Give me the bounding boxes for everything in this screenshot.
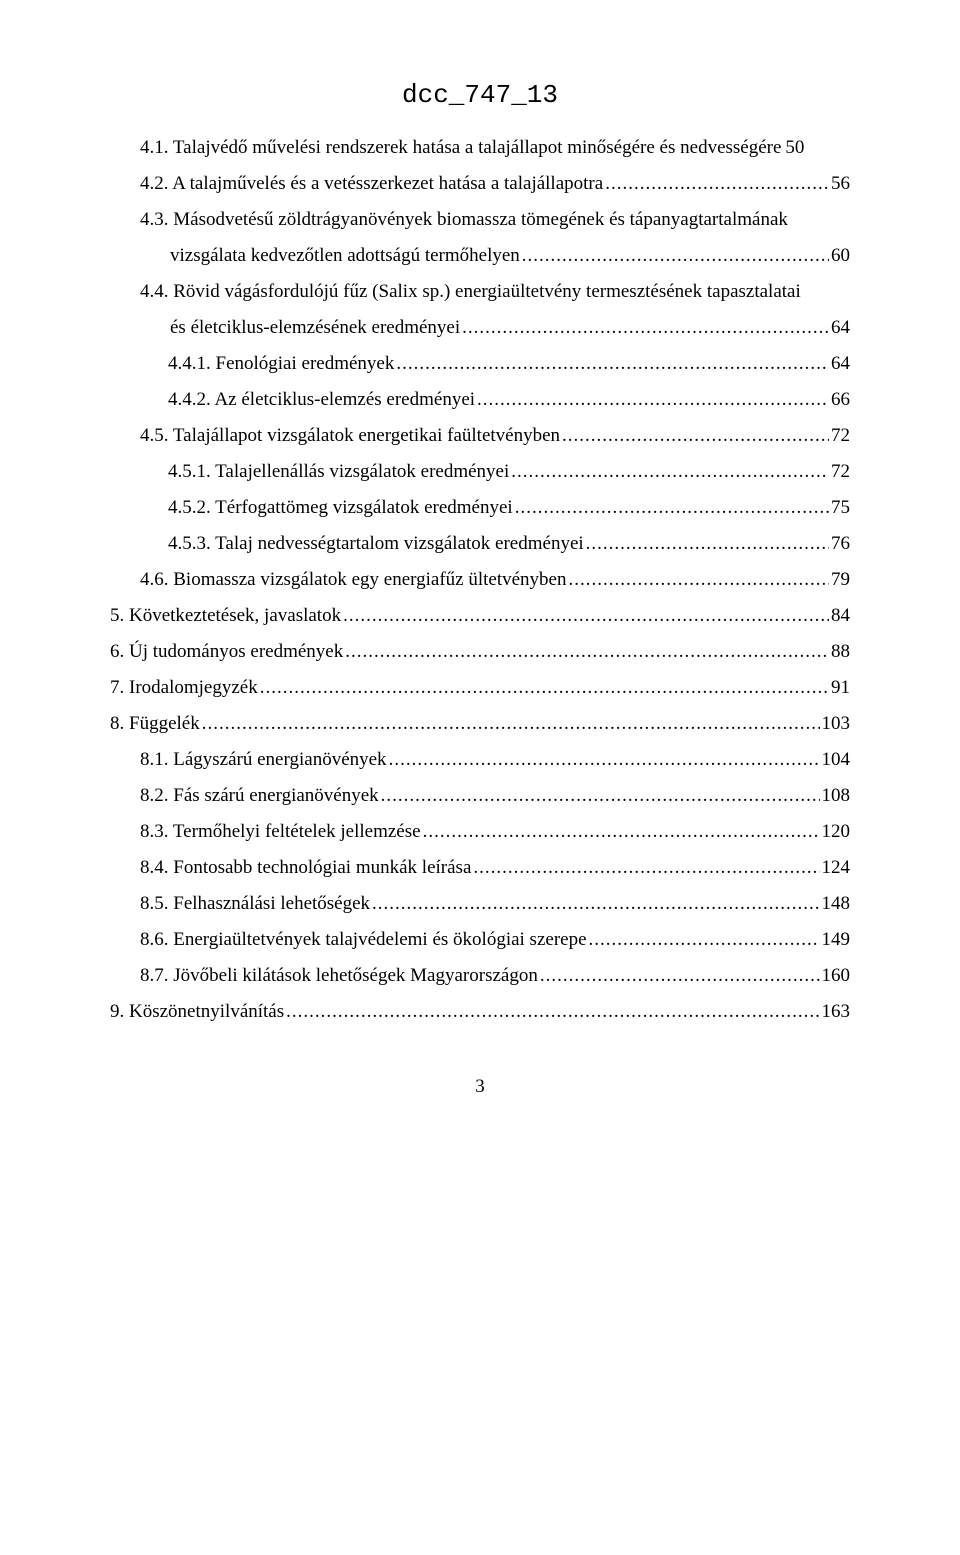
toc-leader-dots: [389, 750, 820, 769]
toc-entry: 8. Függelék 103: [110, 714, 850, 733]
toc-entry: 4.4.2. Az életciklus-elemzés eredményei 6…: [110, 390, 850, 409]
toc-entry-page: 103: [822, 714, 851, 733]
toc-entry: 8.4. Fontosabb technológiai munkák leírá…: [110, 858, 850, 877]
toc-entry-text: 7. Irodalomjegyzék: [110, 678, 258, 697]
toc-entry: 4.4.1. Fenológiai eredmények 64: [110, 354, 850, 373]
toc-leader-dots: [586, 534, 829, 553]
toc-entry-text: és életciklus-elemzésének eredményei: [170, 318, 460, 337]
toc-entry-text: 4.5. Talajállapot vizsgálatok energetika…: [140, 426, 560, 445]
toc-entry-text: vizsgálata kedvezőtlen adottságú termőhe…: [170, 246, 520, 265]
toc-entry-page: 148: [822, 894, 851, 913]
toc-leader-dots: [260, 678, 829, 697]
document-header-code: dcc_747_13: [110, 80, 850, 110]
toc-leader-dots: [515, 498, 829, 517]
toc-leader-dots: [473, 858, 819, 877]
toc-entry-page: 66: [831, 390, 850, 409]
toc-leader-dots: [372, 894, 819, 913]
toc-entry: 8.6. Energiaültetvények talajvédelemi és…: [110, 930, 850, 949]
toc-entry-page: 108: [822, 786, 851, 805]
toc-entry-text: 4.4.1. Fenológiai eredmények: [168, 354, 394, 373]
toc-entry-text: 4.4.2. Az életciklus-elemzés eredményei: [168, 390, 475, 409]
toc-entry: 4.5.3. Talaj nedvességtartalom vizsgálat…: [110, 534, 850, 553]
toc-leader-dots: [589, 930, 820, 949]
toc-entry: 4.5.2. Térfogattömeg vizsgálatok eredmén…: [110, 498, 850, 517]
toc-entry: 8.7. Jövőbeli kilátások lehetőségek Magy…: [110, 966, 850, 985]
toc-leader-dots: [605, 174, 829, 193]
toc-entry-text: 4.4. Rövid vágásfordulójú fűz (Salix sp.…: [140, 282, 850, 301]
toc-leader-dots: [511, 462, 829, 481]
toc-entry-page: 104: [822, 750, 851, 769]
toc-leader-dots: [522, 246, 829, 265]
toc-entry: 8.5. Felhasználási lehetőségek 148: [110, 894, 850, 913]
toc-entry-page: 163: [822, 1002, 851, 1021]
toc-leader-dots: [381, 786, 820, 805]
page-number: 3: [110, 1076, 850, 1098]
toc-leader-dots: [540, 966, 820, 985]
toc-entry: 8.3. Termőhelyi feltételek jellemzése 120: [110, 822, 850, 841]
toc-entry-page: 72: [831, 426, 850, 445]
toc-entry: 8.1. Lágyszárú energianövények 104: [110, 750, 850, 769]
toc-entry-page: 91: [831, 678, 850, 697]
toc-entry-text: 9. Köszönetnyilvánítás: [110, 1002, 284, 1021]
table-of-contents: 4.1. Talajvédő művelési rendszerek hatás…: [110, 138, 850, 1021]
toc-entry-text: 4.5.3. Talaj nedvességtartalom vizsgálat…: [168, 534, 584, 553]
toc-entry: 4.5.1. Talajellenállás vizsgálatok eredm…: [110, 462, 850, 481]
toc-entry-page: 124: [822, 858, 851, 877]
toc-entry-page: 60: [831, 246, 850, 265]
toc-entry: 8.2. Fás szárú energianövények 108: [110, 786, 850, 805]
toc-leader-dots: [462, 318, 829, 337]
toc-entry-text: 4.5.1. Talajellenállás vizsgálatok eredm…: [168, 462, 509, 481]
toc-entry: 4.3. Másodvetésű zöldtrágyanövények biom…: [110, 210, 850, 265]
toc-entry-text: 8.6. Energiaültetvények talajvédelemi és…: [140, 930, 587, 949]
toc-leader-dots: [562, 426, 829, 445]
toc-entry-page: 75: [831, 498, 850, 517]
toc-entry-page: 56: [831, 174, 850, 193]
toc-entry-page: 120: [822, 822, 851, 841]
toc-entry: 4.5. Talajállapot vizsgálatok energetika…: [110, 426, 850, 445]
toc-entry-page: 88: [831, 642, 850, 661]
toc-entry-page: 64: [831, 318, 850, 337]
toc-entry-text: 8. Függelék: [110, 714, 200, 733]
toc-entry: 4.1. Talajvédő művelési rendszerek hatás…: [110, 138, 850, 157]
toc-entry-text: 4.2. A talajművelés és a vetésszerkezet …: [140, 174, 603, 193]
toc-entry-text: 8.7. Jövőbeli kilátások lehetőségek Magy…: [140, 966, 538, 985]
toc-leader-dots: [343, 606, 829, 625]
toc-entry-text: 8.3. Termőhelyi feltételek jellemzése: [140, 822, 421, 841]
toc-entry-page: 76: [831, 534, 850, 553]
toc-entry-page: 160: [822, 966, 851, 985]
toc-entry-page: 72: [831, 462, 850, 481]
toc-leader-dots: [286, 1002, 819, 1021]
toc-entry-page: 79: [831, 570, 850, 589]
toc-entry-page: 149: [822, 930, 851, 949]
toc-entry-text: 8.2. Fás szárú energianövények: [140, 786, 379, 805]
toc-entry-text: 4.5.2. Térfogattömeg vizsgálatok eredmén…: [168, 498, 513, 517]
toc-entry: 4.2. A talajművelés és a vetésszerkezet …: [110, 174, 850, 193]
toc-entry-text: 8.1. Lágyszárú energianövények: [140, 750, 387, 769]
toc-entry: 6. Új tudományos eredmények 88: [110, 642, 850, 661]
toc-entry-text: 4.1. Talajvédő művelési rendszerek hatás…: [140, 138, 781, 157]
toc-leader-dots: [396, 354, 829, 373]
toc-entry-text: 8.5. Felhasználási lehetőségek: [140, 894, 370, 913]
toc-entry-page: 50: [785, 138, 804, 157]
toc-entry: 4.6. Biomassza vizsgálatok egy energiafű…: [110, 570, 850, 589]
toc-leader-dots: [569, 570, 830, 589]
toc-entry-text: 4.6. Biomassza vizsgálatok egy energiafű…: [140, 570, 567, 589]
toc-entry: 4.4. Rövid vágásfordulójú fűz (Salix sp.…: [110, 282, 850, 337]
toc-entry: 7. Irodalomjegyzék 91: [110, 678, 850, 697]
toc-entry-text: 6. Új tudományos eredmények: [110, 642, 343, 661]
toc-entry-text: 5. Következtetések, javaslatok: [110, 606, 341, 625]
toc-entry: 9. Köszönetnyilvánítás 163: [110, 1002, 850, 1021]
toc-leader-dots: [477, 390, 829, 409]
toc-entry-text: 4.3. Másodvetésű zöldtrágyanövények biom…: [140, 210, 850, 229]
toc-entry: 5. Következtetések, javaslatok 84: [110, 606, 850, 625]
toc-leader-dots: [345, 642, 829, 661]
toc-leader-dots: [423, 822, 820, 841]
toc-entry-page: 64: [831, 354, 850, 373]
toc-entry-page: 84: [831, 606, 850, 625]
toc-leader-dots: [202, 714, 820, 733]
toc-entry-text: 8.4. Fontosabb technológiai munkák leírá…: [140, 858, 471, 877]
